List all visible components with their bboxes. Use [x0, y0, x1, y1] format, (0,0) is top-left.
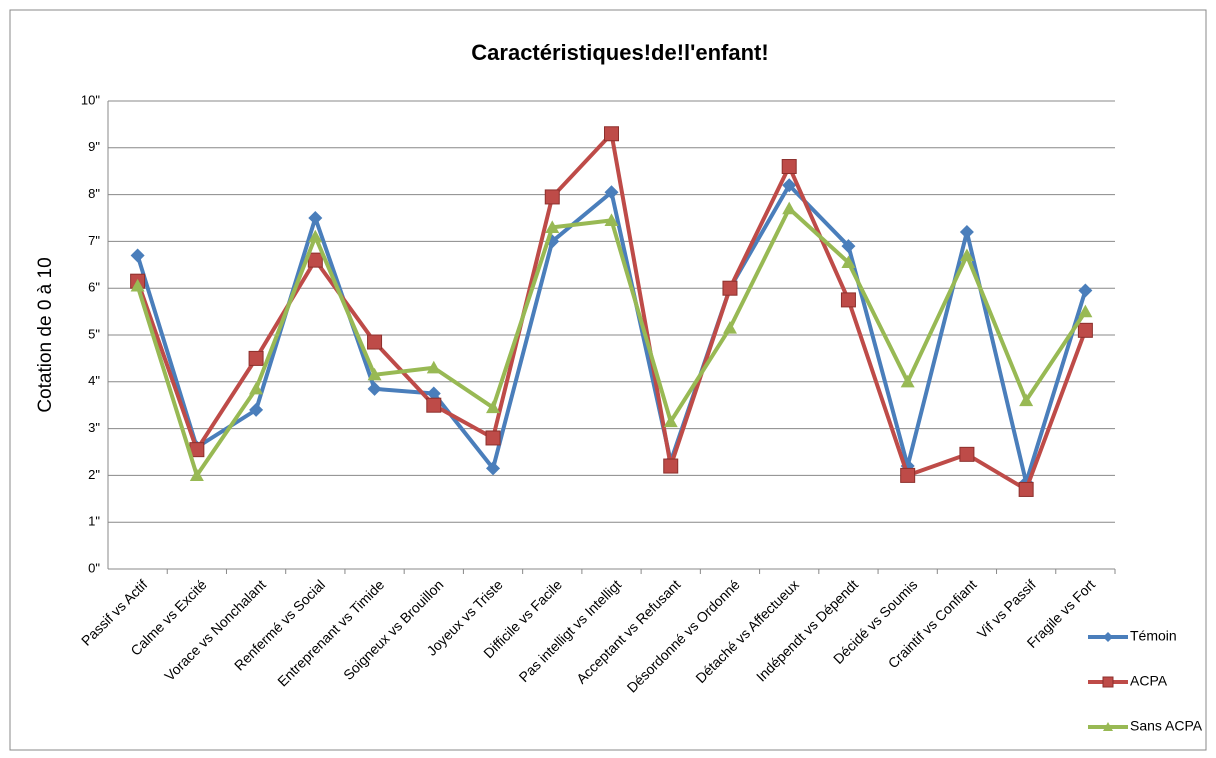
point	[722, 280, 738, 296]
point	[722, 320, 737, 334]
point	[249, 402, 264, 417]
legend-label: Témoin	[1130, 628, 1177, 644]
y-tick-label: 5"	[88, 326, 100, 341]
y-tick-label: 10"	[81, 92, 100, 107]
y-axis-label: Cotation de 0 à 10	[35, 257, 56, 412]
legend-marker	[1103, 722, 1113, 731]
point	[307, 252, 323, 268]
point	[959, 225, 974, 240]
point	[604, 185, 619, 200]
point	[959, 446, 975, 462]
point	[663, 414, 678, 428]
y-tick-label: 7"	[88, 233, 100, 248]
point	[544, 189, 560, 205]
y-tick-label: 4"	[88, 373, 100, 388]
y-tick-label: 8"	[88, 186, 100, 201]
legend-marker	[1103, 632, 1113, 642]
point	[367, 334, 383, 350]
point	[248, 350, 264, 366]
point	[841, 255, 856, 269]
point	[1077, 322, 1093, 338]
point	[1078, 283, 1093, 298]
point	[782, 201, 797, 215]
point	[130, 248, 145, 263]
point	[130, 278, 145, 292]
point	[781, 159, 797, 175]
point	[840, 292, 856, 308]
legend-marker	[1102, 676, 1114, 688]
y-tick-label: 6"	[88, 280, 100, 295]
point	[545, 220, 560, 233]
point	[900, 467, 916, 483]
point	[485, 430, 501, 446]
point	[782, 178, 797, 193]
point	[841, 239, 856, 254]
point	[1018, 481, 1034, 497]
point	[308, 211, 323, 225]
point	[486, 461, 501, 476]
y-tick-label: 2"	[88, 467, 100, 482]
point	[663, 458, 679, 474]
legend-label: Sans ACPA	[1130, 718, 1203, 734]
legend-label: ACPA	[1130, 673, 1168, 689]
point	[367, 367, 382, 381]
point	[959, 248, 974, 262]
point	[604, 213, 619, 226]
point	[1019, 393, 1034, 407]
point	[367, 381, 382, 396]
y-tick-label: 9"	[88, 139, 100, 154]
y-tick-label: 1"	[88, 514, 100, 529]
point	[900, 374, 915, 388]
point	[604, 126, 619, 142]
point	[486, 400, 501, 414]
chart-title: Caractéristiques!de!l'enfant!	[471, 40, 768, 65]
y-tick-label: 0"	[88, 560, 100, 575]
point	[308, 229, 323, 243]
point	[426, 386, 441, 401]
point	[426, 397, 442, 413]
point	[249, 381, 264, 395]
y-tick-label: 3"	[88, 420, 100, 435]
point	[1078, 304, 1093, 318]
point	[189, 468, 204, 481]
point	[426, 360, 441, 374]
